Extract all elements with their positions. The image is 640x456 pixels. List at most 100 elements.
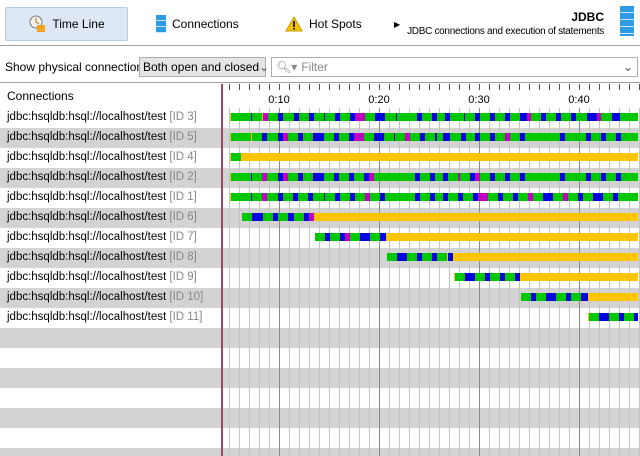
segment-g bbox=[315, 233, 325, 241]
segment-g bbox=[364, 133, 374, 141]
segment-g bbox=[350, 233, 360, 241]
physical-connections-select[interactable]: Both open and closed ⌄ bbox=[139, 57, 269, 77]
segment-m bbox=[263, 113, 268, 121]
connection-row[interactable]: jdbc:hsqldb:hsql://localhost/test [ID 3] bbox=[0, 108, 221, 128]
segment-b bbox=[500, 273, 505, 281]
connection-url: jdbc:hsqldb:hsql://localhost/test bbox=[7, 111, 167, 123]
segment-g bbox=[618, 193, 638, 201]
connection-row[interactable]: jdbc:hsqldb:hsql://localhost/test [ID 1] bbox=[0, 188, 221, 208]
connection-row[interactable]: jdbc:hsqldb:hsql://localhost/test [ID 2] bbox=[0, 168, 221, 188]
segment-b bbox=[298, 173, 303, 181]
segment-g bbox=[565, 133, 576, 141]
row-background bbox=[223, 328, 640, 348]
segment-g bbox=[387, 253, 397, 261]
segment-g bbox=[606, 173, 616, 181]
segment-g bbox=[490, 273, 500, 281]
segment-b bbox=[560, 173, 565, 181]
connection-row[interactable]: jdbc:hsqldb:hsql://localhost/test [ID 4] bbox=[0, 148, 221, 168]
connection-row[interactable]: jdbc:hsqldb:hsql://localhost/test [ID 11… bbox=[0, 308, 221, 328]
connection-row[interactable]: jdbc:hsqldb:hsql://localhost/test [ID 9] bbox=[0, 268, 221, 288]
segment-y bbox=[230, 193, 231, 201]
empty-row bbox=[0, 388, 221, 408]
segment-g bbox=[325, 193, 335, 201]
segment-m bbox=[354, 133, 364, 141]
triangle-right-icon[interactable]: ▶ bbox=[394, 19, 401, 29]
segment-m bbox=[563, 193, 568, 201]
segment-b bbox=[313, 173, 324, 181]
tab-connections[interactable]: Connections bbox=[150, 7, 250, 41]
segment-b bbox=[475, 113, 480, 121]
segment-g bbox=[435, 193, 443, 201]
segment-b bbox=[613, 193, 618, 201]
filter-input[interactable]: 🔍︎▾ Filter ⌄ bbox=[271, 57, 638, 77]
segment-m bbox=[478, 193, 488, 201]
connection-id: [ID 5] bbox=[169, 131, 197, 143]
connection-row[interactable]: jdbc:hsqldb:hsql://localhost/test [ID 8] bbox=[0, 248, 221, 268]
segment-m bbox=[475, 173, 480, 181]
segment-b bbox=[251, 173, 252, 181]
segment-g bbox=[465, 113, 475, 121]
connection-row[interactable]: jdbc:hsqldb:hsql://localhost/test [ID 10… bbox=[0, 288, 221, 308]
segment-b bbox=[634, 313, 638, 321]
segment-b bbox=[601, 173, 606, 181]
segment-g bbox=[518, 193, 528, 201]
segment-g bbox=[278, 213, 288, 221]
segment-b bbox=[380, 193, 385, 201]
segment-g bbox=[231, 133, 251, 141]
connection-id: [ID 7] bbox=[169, 231, 197, 243]
segment-y bbox=[251, 133, 252, 141]
segment-g bbox=[299, 113, 309, 121]
connection-url: jdbc:hsqldb:hsql://localhost/test bbox=[7, 191, 167, 203]
tab-time-line[interactable]: Time Line bbox=[5, 7, 128, 41]
segment-g bbox=[252, 113, 262, 121]
connection-id: [ID 11] bbox=[169, 311, 203, 323]
segment-y bbox=[230, 173, 231, 181]
tab-hot-spots[interactable]: Hot Spots bbox=[285, 7, 385, 41]
connection-id: [ID 2] bbox=[169, 171, 197, 183]
segment-g bbox=[475, 273, 485, 281]
segment-m bbox=[365, 193, 370, 201]
segment-g bbox=[495, 133, 505, 141]
segment-b bbox=[616, 133, 621, 141]
segment-g bbox=[252, 133, 262, 141]
segment-g bbox=[495, 173, 505, 181]
segment-g bbox=[410, 133, 420, 141]
connection-id: [ID 6] bbox=[169, 211, 197, 223]
chevron-down-icon[interactable]: ⌄ bbox=[622, 60, 633, 74]
segment-b bbox=[473, 193, 478, 201]
segment-b bbox=[616, 173, 621, 181]
segment-b bbox=[546, 293, 556, 301]
segment-b bbox=[556, 113, 561, 121]
segment-g bbox=[288, 133, 298, 141]
time-cursor[interactable] bbox=[221, 84, 223, 456]
filter-placeholder: Filter bbox=[301, 60, 328, 74]
segment-g bbox=[385, 173, 395, 181]
segment-y bbox=[314, 213, 638, 221]
segment-g bbox=[395, 193, 415, 201]
connection-row[interactable]: jdbc:hsqldb:hsql://localhost/test [ID 6] bbox=[0, 208, 221, 228]
segment-g bbox=[422, 113, 432, 121]
segment-b bbox=[262, 133, 267, 141]
segment-g bbox=[624, 313, 634, 321]
connection-row[interactable]: jdbc:hsqldb:hsql://localhost/test [ID 7] bbox=[0, 228, 221, 248]
segment-g bbox=[503, 193, 513, 201]
segment-g bbox=[450, 133, 461, 141]
segment-g bbox=[288, 173, 298, 181]
segment-b bbox=[308, 193, 313, 201]
segment-g bbox=[355, 193, 365, 201]
segment-b bbox=[612, 113, 620, 121]
segment-m bbox=[262, 173, 267, 181]
segment-b bbox=[490, 173, 495, 181]
segment-g bbox=[510, 173, 520, 181]
segment-y bbox=[454, 273, 455, 281]
empty-row bbox=[0, 348, 221, 368]
segment-m bbox=[528, 193, 533, 201]
segment-b bbox=[571, 113, 576, 121]
segment-g bbox=[591, 173, 601, 181]
segment-b bbox=[374, 133, 384, 141]
connections-list: Connections jdbc:hsqldb:hsql://localhost… bbox=[0, 84, 221, 456]
segment-b bbox=[313, 133, 324, 141]
segment-b bbox=[599, 313, 609, 321]
connection-row[interactable]: jdbc:hsqldb:hsql://localhost/test [ID 5] bbox=[0, 128, 221, 148]
segment-y bbox=[241, 153, 638, 161]
